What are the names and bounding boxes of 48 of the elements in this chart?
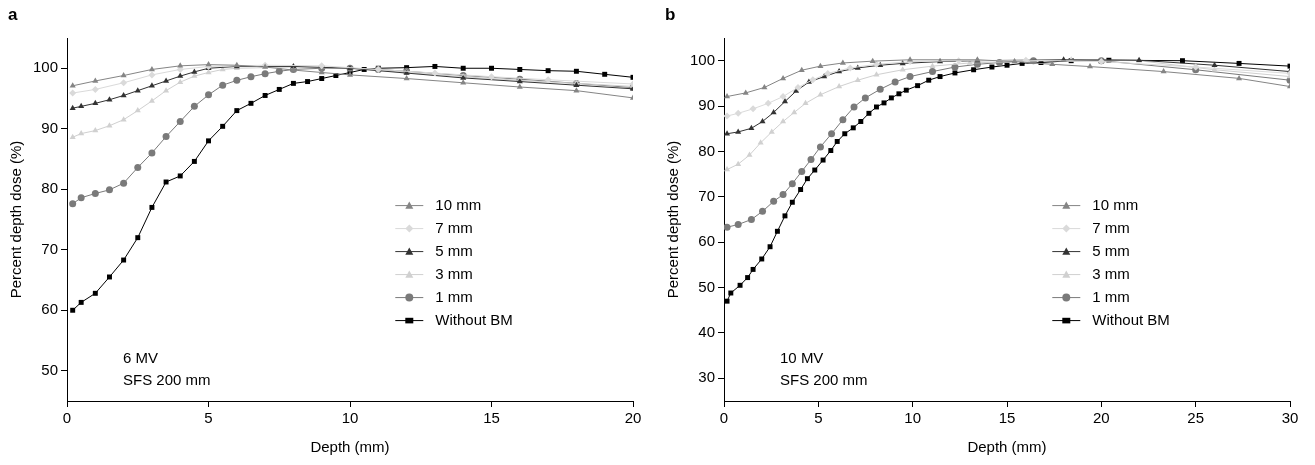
legend-label: 10 mm	[1092, 195, 1139, 213]
legend-label: 10 mm	[435, 195, 482, 213]
y-tick-label: 90	[41, 118, 59, 136]
legend-label: Without BM	[435, 310, 513, 328]
x-tick-label: 0	[719, 409, 729, 427]
y-tick-label: 60	[698, 232, 716, 250]
y-tick-label: 30	[698, 368, 716, 386]
x-tick-label: 20	[624, 409, 642, 427]
x-axis-title: Depth (mm)	[967, 438, 1047, 456]
annotation: 10 MV	[780, 349, 824, 366]
legend-label: 7 mm	[435, 218, 473, 236]
chart-title: a	[8, 5, 18, 24]
y-tick-label: 50	[41, 360, 59, 378]
legend-label: 1 mm	[1092, 287, 1130, 305]
x-tick-label: 5	[814, 409, 823, 427]
y-tick-label: 80	[41, 179, 59, 197]
chart-title: b	[665, 5, 676, 24]
x-tick-label: 0	[62, 409, 72, 427]
x-tick-label: 15	[483, 409, 500, 427]
x-tick-label: 25	[1187, 409, 1205, 427]
x-tick-label: 10	[904, 409, 922, 427]
annotation: 6 MV	[123, 349, 159, 366]
annotation: SFS 200 mm	[123, 371, 211, 388]
x-axis-title: Depth (mm)	[310, 438, 390, 456]
legend-label: 7 mm	[1092, 218, 1130, 236]
y-tick-label: 100	[33, 58, 59, 76]
annotation: SFS 200 mm	[780, 371, 868, 388]
x-tick-label: 15	[998, 409, 1016, 427]
y-tick-label: 70	[698, 186, 716, 204]
legend-label: 3 mm	[435, 264, 473, 282]
y-tick-label: 90	[698, 96, 716, 114]
x-tick-label: 20	[1093, 409, 1110, 427]
y-axis-title: Percent depth dose (%)	[664, 140, 682, 299]
y-axis-title: Percent depth dose (%)	[7, 140, 25, 299]
y-tick-label: 40	[698, 323, 716, 341]
y-tick-label: 50	[698, 277, 716, 295]
legend-label: Without BM	[1092, 310, 1170, 328]
legend-label: 3 mm	[1092, 264, 1130, 282]
legend-label: 5 mm	[1092, 241, 1130, 259]
x-tick-label: 30	[1281, 409, 1299, 427]
legend-label: 5 mm	[435, 241, 473, 259]
y-tick-label: 70	[41, 239, 59, 257]
y-tick-label: 100	[690, 50, 716, 68]
x-tick-label: 5	[204, 409, 213, 427]
legend-label: 1 mm	[435, 287, 473, 305]
x-tick-label: 10	[341, 409, 359, 427]
y-tick-label: 80	[698, 141, 716, 159]
y-tick-label: 60	[41, 300, 59, 318]
